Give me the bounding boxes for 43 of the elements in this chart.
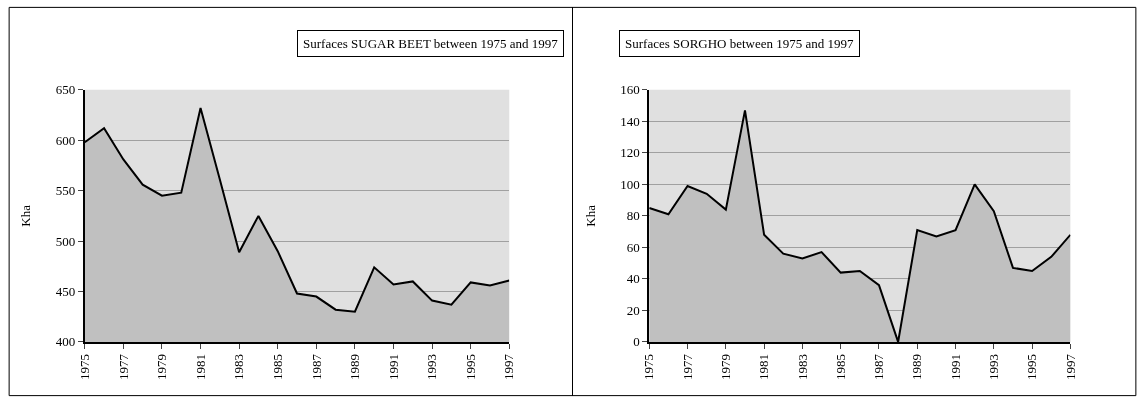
chart-title: Surfaces SUGAR BEET between 1975 and 1997 bbox=[303, 36, 559, 51]
y-axis-title: Kha bbox=[18, 204, 34, 227]
x-tick-label: 1987 bbox=[308, 353, 324, 381]
y-tick-label: 120 bbox=[620, 145, 640, 161]
x-tick-label: 1985 bbox=[269, 354, 285, 381]
y-tick-label: 80 bbox=[626, 208, 640, 224]
y-tick-label: 0 bbox=[633, 334, 640, 350]
x-tick-label: 1993 bbox=[986, 354, 1002, 381]
y-tick-label: 140 bbox=[620, 113, 640, 129]
x-tick-label: 1983 bbox=[794, 354, 810, 381]
x-tick-label: 1979 bbox=[718, 354, 734, 381]
x-tick-label: 1989 bbox=[347, 354, 363, 381]
x-tick-label: 1997 bbox=[501, 353, 517, 381]
x-tick-label: 1975 bbox=[77, 354, 92, 381]
y-tick-label: 100 bbox=[620, 176, 640, 192]
x-tick-label: 1997 bbox=[1062, 353, 1078, 381]
x-tick-label: 1985 bbox=[832, 354, 848, 381]
x-tick-label: 1981 bbox=[756, 354, 772, 381]
x-tick-label: 1995 bbox=[462, 354, 478, 381]
x-tick-label: 1977 bbox=[115, 353, 131, 381]
x-tick-label: 1979 bbox=[154, 354, 170, 381]
y-axis-title: Kha bbox=[582, 204, 598, 227]
x-tick-label: 1991 bbox=[947, 354, 963, 381]
y-tick-label: 20 bbox=[626, 302, 640, 318]
x-tick-label: 1983 bbox=[231, 354, 247, 381]
x-tick-label: 1977 bbox=[679, 353, 695, 381]
y-tick-label: 450 bbox=[55, 284, 76, 300]
y-tick-label: 160 bbox=[620, 82, 640, 98]
x-tick-label: 1991 bbox=[385, 354, 401, 381]
y-tick-label: 500 bbox=[55, 233, 76, 249]
x-tick-label: 1989 bbox=[909, 354, 925, 381]
y-tick-label: 60 bbox=[626, 239, 640, 255]
x-tick-label: 1987 bbox=[871, 353, 887, 381]
y-tick-label: 550 bbox=[55, 183, 76, 199]
y-tick-label: 400 bbox=[55, 334, 76, 350]
x-tick-label: 1995 bbox=[1024, 354, 1040, 381]
y-tick-label: 600 bbox=[55, 132, 76, 148]
x-tick-label: 1975 bbox=[641, 354, 657, 381]
x-tick-label: 1981 bbox=[192, 354, 208, 381]
x-tick-label: 1993 bbox=[424, 354, 440, 381]
y-tick-label: 650 bbox=[55, 82, 76, 98]
y-tick-label: 40 bbox=[626, 271, 640, 287]
chart-title: Surfaces SORGHO between 1975 and 1997 bbox=[625, 36, 855, 51]
